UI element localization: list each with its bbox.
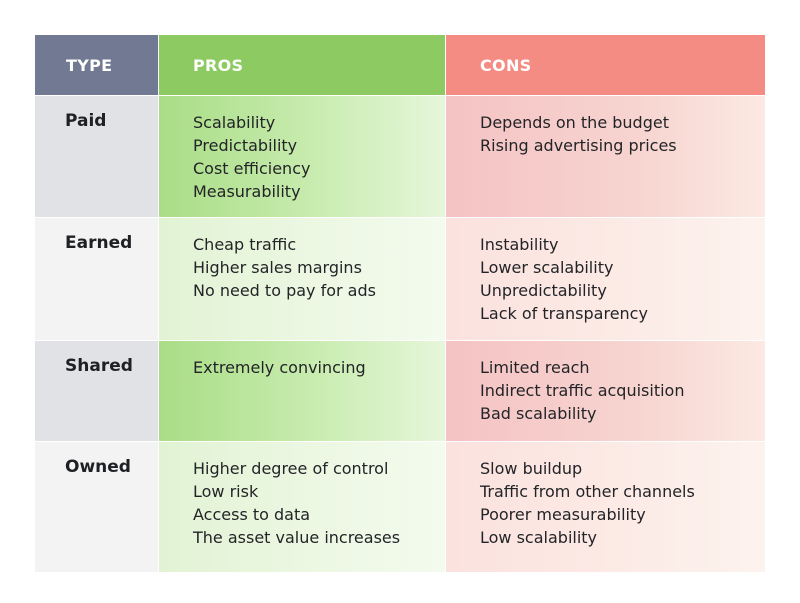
header-type: TYPE xyxy=(35,35,159,95)
cons-item: Depends on the budget xyxy=(480,113,669,132)
cons-item: Lower scalability xyxy=(480,258,614,277)
cons-item: Lack of transparency xyxy=(480,304,648,323)
pros-item: Cheap traffic xyxy=(193,235,297,254)
pros-cell: Higher degree of control Low risk Access… xyxy=(159,442,446,572)
cons-item: Indirect traffic acquisition xyxy=(480,381,685,400)
pros-item: Access to data xyxy=(193,505,311,524)
pros-item: Measurability xyxy=(193,182,301,201)
table-row-shared: Shared Extremely convincing Limited reac… xyxy=(35,340,765,441)
pros-item: Higher sales margins xyxy=(193,258,362,277)
table-header-row: TYPE PROS CONS xyxy=(35,35,765,95)
cons-item: Rising advertising prices xyxy=(480,136,677,155)
cons-item: Traffic from other channels xyxy=(480,482,695,501)
cons-cell: Limited reach Indirect traffic acquisiti… xyxy=(446,341,765,441)
pros-item: Low risk xyxy=(193,482,259,501)
pros-item: Scalability xyxy=(193,113,276,132)
header-cons: CONS xyxy=(446,35,765,95)
row-type-label: Owned xyxy=(35,442,159,572)
pros-item: Higher degree of control xyxy=(193,459,389,478)
row-type-label: Shared xyxy=(35,341,159,441)
cons-cell: Depends on the budget Rising advertising… xyxy=(446,96,765,217)
row-type-label: Earned xyxy=(35,218,159,340)
pros-cell: Extremely convincing xyxy=(159,341,446,441)
cons-item: Unpredictability xyxy=(480,281,607,300)
table-row-owned: Owned Higher degree of control Low risk … xyxy=(35,441,765,572)
cons-item: Bad scalability xyxy=(480,404,597,423)
pros-item: Cost efficiency xyxy=(193,159,311,178)
cons-item: Limited reach xyxy=(480,358,590,377)
pros-item: Extremely convincing xyxy=(193,358,366,377)
cons-item: Instability xyxy=(480,235,559,254)
pros-item: The asset value increases xyxy=(193,528,401,547)
cons-item: Low scalability xyxy=(480,528,598,547)
table-row-earned: Earned Cheap traffic Higher sales margin… xyxy=(35,217,765,340)
header-pros: PROS xyxy=(159,35,446,95)
cons-item: Poorer measurability xyxy=(480,505,646,524)
media-types-table: TYPE PROS CONS Paid Scalability Predicta… xyxy=(35,35,765,572)
pros-cell: Scalability Predictability Cost efficien… xyxy=(159,96,446,217)
cons-item: Slow buildup xyxy=(480,459,583,478)
cons-cell: Slow buildup Traffic from other channels… xyxy=(446,442,765,572)
cons-cell: Instability Lower scalability Unpredicta… xyxy=(446,218,765,340)
pros-cell: Cheap traffic Higher sales margins No ne… xyxy=(159,218,446,340)
pros-item: Predictability xyxy=(193,136,298,155)
pros-item: No need to pay for ads xyxy=(193,281,376,300)
table-row-paid: Paid Scalability Predictability Cost eff… xyxy=(35,95,765,217)
row-type-label: Paid xyxy=(35,96,159,217)
